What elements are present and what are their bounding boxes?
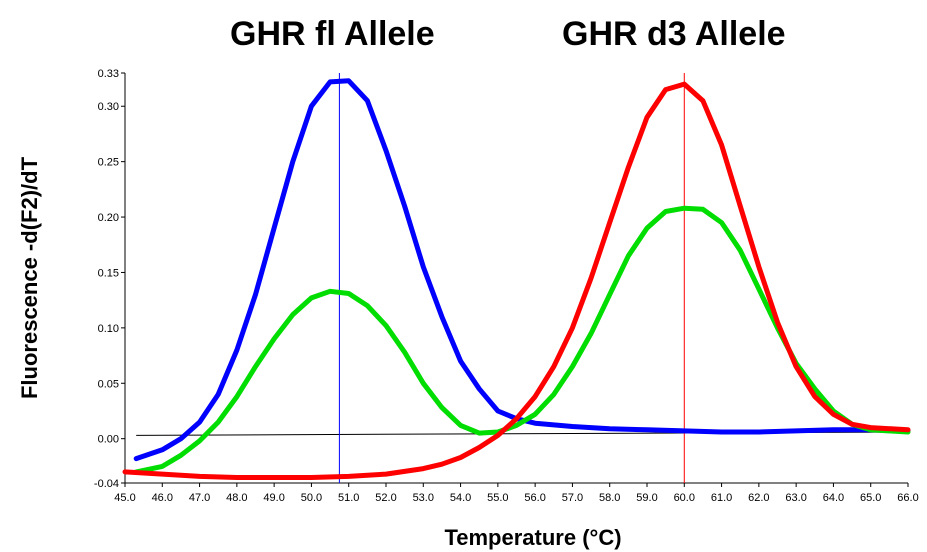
x-tick-label: 58.0 — [599, 492, 620, 504]
series-line-2 — [122, 81, 911, 480]
x-tick-label: 57.0 — [562, 492, 583, 504]
x-tick-label: 59.0 — [636, 492, 657, 504]
x-tick-label: 55.0 — [487, 492, 508, 504]
x-tick-label: 50.0 — [301, 492, 322, 504]
x-tick-label: 51.0 — [338, 492, 359, 504]
x-tick-label: 63.0 — [785, 492, 806, 504]
x-tick-label: 60.0 — [674, 492, 695, 504]
y-tick-label: 0.20 — [98, 212, 119, 224]
y-tick-label: 0.10 — [98, 323, 119, 335]
series-line-1 — [133, 205, 911, 475]
y-tick-label: 0.30 — [98, 101, 119, 113]
y-tick-label: 0.00 — [98, 434, 119, 446]
x-tick-label: 53.0 — [413, 492, 434, 504]
plot-area — [122, 73, 911, 483]
x-tick-label: 54.0 — [450, 492, 471, 504]
series-line-0 — [133, 78, 911, 462]
x-tick-label: 66.0 — [897, 492, 918, 504]
x-tick-label: 61.0 — [711, 492, 732, 504]
x-tick-label: 52.0 — [375, 492, 396, 504]
x-tick-label: 47.0 — [189, 492, 210, 504]
x-tick-label: 46.0 — [152, 492, 173, 504]
x-tick-label: 49.0 — [263, 492, 284, 504]
y-tick-label: 0.05 — [98, 378, 119, 390]
annotation-ghr-d3-allele: GHR d3 Allele — [562, 15, 786, 53]
annotation-ghr-fl-allele: GHR fl Allele — [230, 15, 435, 53]
x-tick-label: 45.0 — [114, 492, 135, 504]
y-tick-label: 0.33 — [98, 68, 119, 80]
x-tick-label: 65.0 — [860, 492, 881, 504]
y-tick-label: -0.04 — [94, 478, 119, 490]
x-tick-label: 62.0 — [748, 492, 769, 504]
x-tick-label: 48.0 — [226, 492, 247, 504]
x-tick-label: 56.0 — [524, 492, 545, 504]
y-axis-title: Fluorescence -d(F2)/dT — [17, 156, 42, 399]
x-tick-label: 64.0 — [823, 492, 844, 504]
axes: 45.0 46.0 47.0 48.0 49.0 50.0 51.0 52.0 53.0 54.0… — [94, 68, 919, 504]
x-axis-title: Temperature (°C) — [444, 525, 621, 550]
y-tick-label: 0.15 — [98, 267, 119, 279]
y-tick-label: 0.25 — [98, 157, 119, 169]
